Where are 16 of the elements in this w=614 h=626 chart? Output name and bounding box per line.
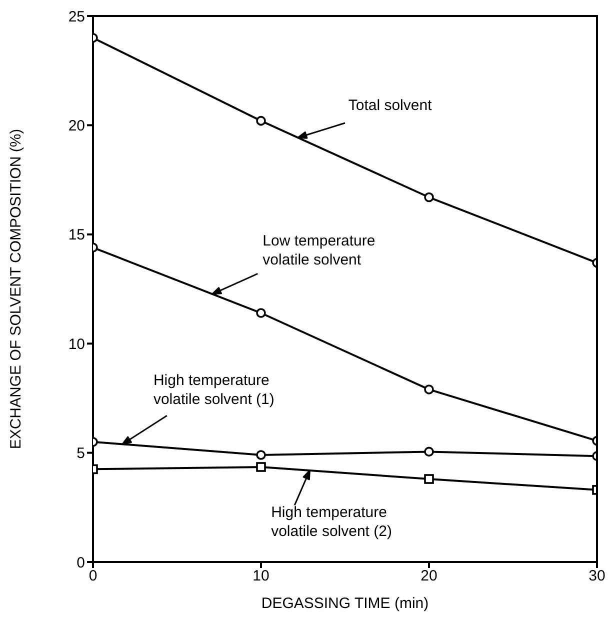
- y-tick-label: 20: [68, 118, 85, 135]
- y-tick-label: 10: [68, 336, 85, 353]
- x-tick-label: 30: [588, 568, 606, 585]
- text: High temperature volatile solvent (1): [153, 372, 274, 408]
- y-tick-label: 15: [68, 226, 85, 244]
- x-axis-title: DEGASSING TIME (min): [261, 595, 429, 612]
- y-tick-label: 0: [76, 554, 85, 572]
- x-tick-label: 0: [88, 568, 98, 585]
- text: Low temperature volatile solvent: [262, 232, 376, 268]
- y-axis-title: EXCHANGE OF SOLVENT COMPOSITION (%): [7, 128, 24, 450]
- y-tick-label: 5: [76, 445, 85, 462]
- text: Total solvent: [348, 96, 433, 114]
- y-tick-label: 25: [68, 8, 85, 26]
- legend-label: High temperature volatile solvent (2): [271, 504, 392, 540]
- x-tick-label: 20: [420, 568, 438, 585]
- x-tick-label: 10: [252, 568, 270, 585]
